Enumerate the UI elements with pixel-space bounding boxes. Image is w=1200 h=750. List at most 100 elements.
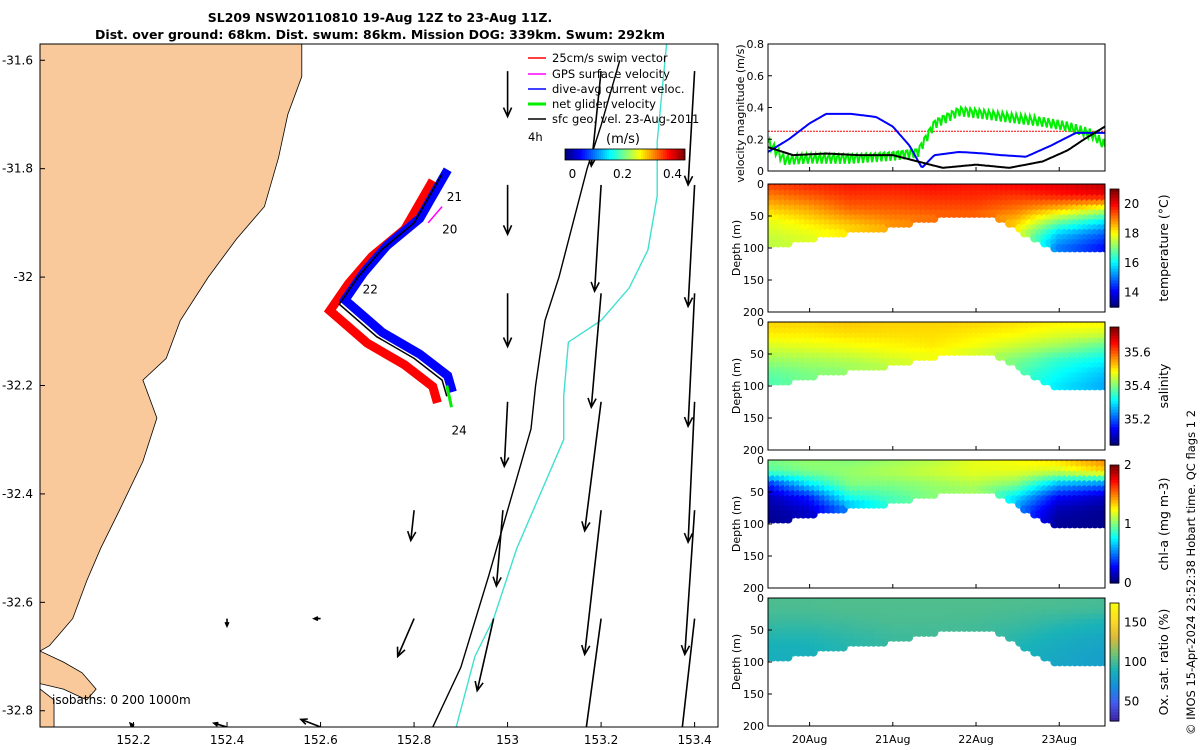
map-y-tick-label: -32.4 — [2, 487, 33, 501]
colorbar-label: salinity — [1156, 363, 1171, 408]
map-y-tick-label: -31.6 — [2, 53, 33, 67]
colorbar-cell — [595, 149, 598, 160]
velocity-plot-area — [768, 104, 1105, 169]
colorbar-tick-label: 50 — [1124, 694, 1139, 708]
geo-velocity-arrow — [585, 618, 602, 727]
section-y-tick-label: 0 — [757, 592, 764, 605]
colorbar-cell — [1110, 212, 1119, 217]
colorbar-cell — [1110, 571, 1119, 575]
colorbar-cell — [1110, 280, 1119, 284]
colorbar-cell — [677, 149, 680, 160]
colorbar-cell — [1110, 650, 1119, 654]
colorbar-cell — [577, 149, 580, 160]
colorbar-cell — [1110, 568, 1119, 572]
colorbar-cell — [1110, 335, 1119, 340]
map-y-tick-label: -32.2 — [2, 379, 33, 393]
colorbar-cell — [1110, 430, 1119, 434]
colorbar-cell — [1110, 535, 1119, 540]
section-y-axis-label: Depth (m) — [730, 358, 743, 414]
section-y-tick-label: 100 — [743, 380, 764, 393]
colorbar-cell — [635, 149, 638, 160]
colorbar-cell — [1110, 353, 1119, 358]
colorbar-cell — [1110, 365, 1119, 369]
colorbar-cell — [663, 149, 666, 160]
series-sfc-geo-vel- — [768, 125, 1105, 169]
geo-velocity-arrow — [502, 71, 513, 119]
section-y-axis-label: Depth (m) — [730, 220, 743, 276]
map-x-tick-label: 153.4 — [677, 733, 711, 747]
legend-entry: GPS surface velocity — [552, 67, 670, 81]
colorbar-cell — [579, 149, 582, 160]
section-y-tick-label: 100 — [743, 656, 764, 669]
figure-title-line2: Dist. over ground: 68km. Dist. swum: 86k… — [95, 27, 665, 42]
colorbar-cell — [1110, 497, 1119, 501]
colorbar-cell — [1110, 673, 1119, 678]
colorbar-cell — [1110, 341, 1119, 346]
colorbar-cell — [1110, 268, 1119, 273]
colorbar-cell — [671, 149, 674, 160]
colorbar-cell — [1110, 500, 1119, 504]
colorbar-frame — [1109, 326, 1120, 446]
legend-entry: net glider velocity — [552, 97, 656, 111]
colorbar-cell — [1110, 250, 1119, 255]
section-y-tick-label: 50 — [750, 348, 764, 361]
colorbar-cell — [1110, 697, 1119, 701]
colorbar-cell — [1110, 503, 1119, 507]
colorbar-cell — [593, 149, 596, 160]
colorbar-cell — [571, 149, 574, 160]
colorbar-cell — [1110, 421, 1119, 425]
colorbar-cell — [1110, 289, 1119, 293]
section-y-axis-label: Depth (m) — [730, 634, 743, 690]
colorbar-cell — [1110, 338, 1119, 343]
day-marker-label: 21 — [447, 190, 462, 204]
colorbar-cell — [645, 149, 648, 160]
colorbar-cell — [583, 149, 586, 160]
time-tick-label: 23Aug — [1041, 733, 1076, 746]
colorbar-label: temperature (°C) — [1156, 194, 1171, 301]
colorbar-cell — [647, 149, 650, 160]
colorbar-cell — [1110, 283, 1119, 287]
series-net-glider-velocity — [768, 104, 1105, 166]
colorbar-cell — [1110, 527, 1119, 531]
colorbar-cell — [1110, 538, 1119, 543]
colorbar-cell — [1110, 606, 1119, 610]
section-sample — [1100, 657, 1105, 667]
glider-track-line — [338, 173, 448, 397]
colorbar-cell — [585, 149, 588, 160]
colorbar-cell — [1110, 694, 1119, 699]
colorbar-cell — [1110, 706, 1119, 710]
colorbar-cell — [1110, 197, 1119, 202]
colorbar-cell — [1110, 574, 1119, 578]
section-y-tick-label: 50 — [750, 486, 764, 499]
colorbar-cell — [1110, 386, 1119, 390]
colorbar-cell — [661, 149, 664, 160]
colorbar-cell — [1110, 221, 1119, 225]
geo-velocity-arrow — [224, 618, 230, 629]
colorbar-cell — [1110, 242, 1119, 246]
colorbar-cell — [1110, 703, 1119, 707]
colorbar-cell — [1110, 479, 1119, 484]
isobath-1000m — [455, 44, 668, 727]
colorbar-cell — [1110, 512, 1119, 516]
colorbar-cell — [1110, 620, 1119, 625]
day-marker-label: 22 — [363, 282, 378, 296]
section-y-tick-label: 50 — [750, 210, 764, 223]
colorbar-cell — [1110, 603, 1119, 607]
colorbar-cell — [629, 149, 632, 160]
colorbar-cell — [1110, 239, 1119, 243]
colorbar-tick-label: 16 — [1124, 256, 1139, 270]
colorbar-tick-label: 0.4 — [663, 167, 682, 181]
colorbar-cell — [657, 149, 660, 160]
colorbar-cell — [1110, 332, 1119, 337]
colorbar-cell — [681, 149, 684, 160]
colorbar-cell — [573, 149, 576, 160]
colorbar-cell — [1110, 412, 1119, 417]
section-y-axis-label: Depth (m) — [730, 496, 743, 552]
colorbar-cell — [1110, 556, 1119, 561]
colorbar-cell — [1110, 230, 1119, 234]
colorbar-cell — [565, 149, 568, 160]
velocity-axes-frame — [767, 43, 1106, 172]
colorbar-cell — [1110, 541, 1119, 546]
colorbar-cell — [1110, 271, 1119, 276]
colorbar-cell — [1110, 626, 1119, 631]
